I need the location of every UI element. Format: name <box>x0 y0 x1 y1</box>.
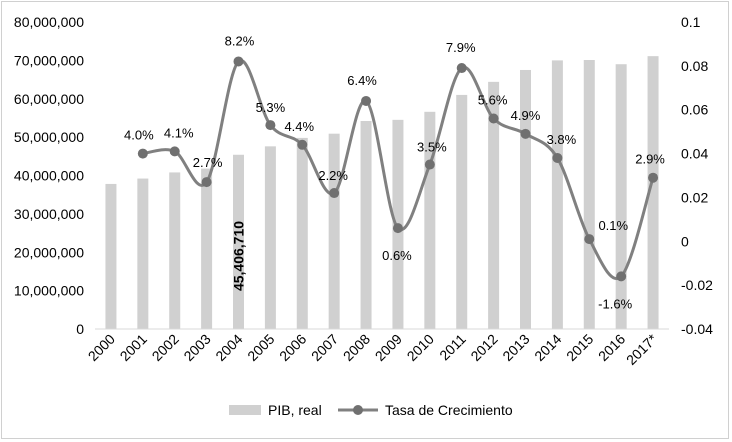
legend: PIB, real Tasa de Crecimiento <box>229 402 513 418</box>
line-series: 4.0% 4.1% 2.7% 8.2% 5.3% 4.4% 2.2% 6.4% 0.6% 3.5%… <box>124 33 665 311</box>
bar <box>520 69 531 329</box>
line-data-label: -1.6% <box>598 296 632 311</box>
x-axis-tick-label: 2003 <box>180 331 213 364</box>
line-point <box>552 152 563 163</box>
line-point <box>169 146 180 157</box>
line-point <box>392 223 403 234</box>
bar <box>233 154 244 329</box>
bar <box>105 183 117 329</box>
bar <box>488 81 500 330</box>
left-axis-tick-label: 60,000,000 <box>14 91 84 107</box>
bar-series: 45,406,710 <box>105 56 659 330</box>
line-point <box>584 234 595 245</box>
left-axis-tick-label: 30,000,000 <box>14 206 84 222</box>
x-axis-tick-label: 2002 <box>148 331 181 364</box>
line-data-label: 4.4% <box>284 119 314 134</box>
left-axis-tick-label: 70,000,000 <box>14 52 84 68</box>
bar <box>615 64 627 330</box>
left-axis-tick-label: 40,000,000 <box>14 168 84 184</box>
line-data-label: 2.9% <box>635 152 665 167</box>
line-point <box>488 113 499 124</box>
line-data-label: 3.5% <box>417 140 447 155</box>
line-data-label: 4.9% <box>511 108 541 123</box>
bar-data-label: 45,406,710 <box>231 221 247 291</box>
line-data-label: 8.2% <box>225 33 255 48</box>
x-axis-tick-label: 2007 <box>308 331 341 364</box>
line-point <box>201 177 212 188</box>
right-axis-tick-label: 0.06 <box>681 102 708 118</box>
left-axis-tick-label: 50,000,000 <box>14 129 84 145</box>
bar <box>328 133 340 329</box>
legend-marker-line <box>353 405 363 415</box>
legend-swatch-bar <box>229 405 261 415</box>
left-axis-tick-label: 80,000,000 <box>14 14 84 30</box>
x-axis-tick-label: 2010 <box>404 331 437 364</box>
line-data-label: 0.6% <box>382 248 412 263</box>
x-axis-tick-label: 2004 <box>212 331 245 364</box>
right-axis-tick-label: 0 <box>681 233 689 249</box>
right-axis: -0.04 -0.02 0 0.02 0.04 0.06 0.08 0.1 <box>681 14 713 337</box>
right-axis-tick-label: 0.1 <box>681 14 701 30</box>
x-axis-tick-label: 2012 <box>467 331 500 364</box>
x-axis-tick-label: 2014 <box>531 331 564 364</box>
right-axis-tick-label: -0.04 <box>681 321 713 337</box>
bar <box>360 121 372 329</box>
x-axis-tick-label: 2005 <box>244 331 277 364</box>
line-data-label: 2.2% <box>318 168 348 183</box>
line-data-label: 5.6% <box>478 92 508 107</box>
x-axis: 2000200120022003200420052006200720082009… <box>85 328 669 368</box>
line-point <box>456 63 467 74</box>
x-axis-tick-label: 2017* <box>623 330 661 368</box>
line-point <box>297 139 308 150</box>
bar <box>551 60 563 329</box>
line-point <box>648 172 659 183</box>
line-data-label: 6.4% <box>347 73 377 88</box>
line-point <box>616 271 627 282</box>
left-axis-tick-label: 0 <box>76 321 84 337</box>
bar <box>647 56 659 330</box>
legend-label-bar: PIB, real <box>268 402 322 418</box>
x-axis-tick-label: 2015 <box>563 331 596 364</box>
right-axis-tick-label: 0.08 <box>681 58 708 74</box>
left-axis-tick-label: 10,000,000 <box>14 283 84 299</box>
bar <box>137 178 149 329</box>
x-axis-tick-label: 2000 <box>85 331 118 364</box>
line-point <box>233 56 244 67</box>
right-axis-tick-label: 0.02 <box>681 189 708 205</box>
line-data-label: 2.7% <box>193 155 223 170</box>
line-point <box>424 159 435 170</box>
legend-label-line: Tasa de Crecimiento <box>385 402 513 418</box>
bar <box>583 59 595 330</box>
line-point <box>520 128 531 139</box>
line-point <box>329 188 340 199</box>
line-data-label: 7.9% <box>446 40 476 55</box>
line-point <box>265 120 276 131</box>
x-axis-tick-label: 2006 <box>276 331 309 364</box>
bar <box>456 94 468 329</box>
bar <box>424 111 436 329</box>
bar <box>296 137 308 329</box>
x-axis-tick-label: 2011 <box>436 331 469 364</box>
line-data-label: 4.1% <box>164 125 194 140</box>
right-axis-tick-label: 0.04 <box>681 146 708 162</box>
line-point <box>137 148 148 159</box>
x-axis-tick-label: 2008 <box>340 331 373 364</box>
left-axis-tick-label: 20,000,000 <box>14 244 84 260</box>
bar <box>169 172 181 329</box>
x-axis-tick-label: 2013 <box>499 331 532 364</box>
right-axis-tick-label: -0.02 <box>681 277 713 293</box>
bar <box>201 168 213 329</box>
line-data-label: 0.1% <box>598 218 628 233</box>
x-axis-tick-label: 2009 <box>372 331 405 364</box>
line-data-label: 5.3% <box>256 100 286 115</box>
left-axis: 0 10,000,000 20,000,000 30,000,000 40,000,00… <box>14 14 84 337</box>
bar <box>264 146 276 329</box>
line-point <box>361 95 372 106</box>
line-data-label: 4.0% <box>124 128 154 143</box>
x-axis-tick-label: 2001 <box>117 331 150 364</box>
line-data-label: 3.8% <box>547 132 577 147</box>
x-axis-tick-label: 2016 <box>595 331 628 364</box>
